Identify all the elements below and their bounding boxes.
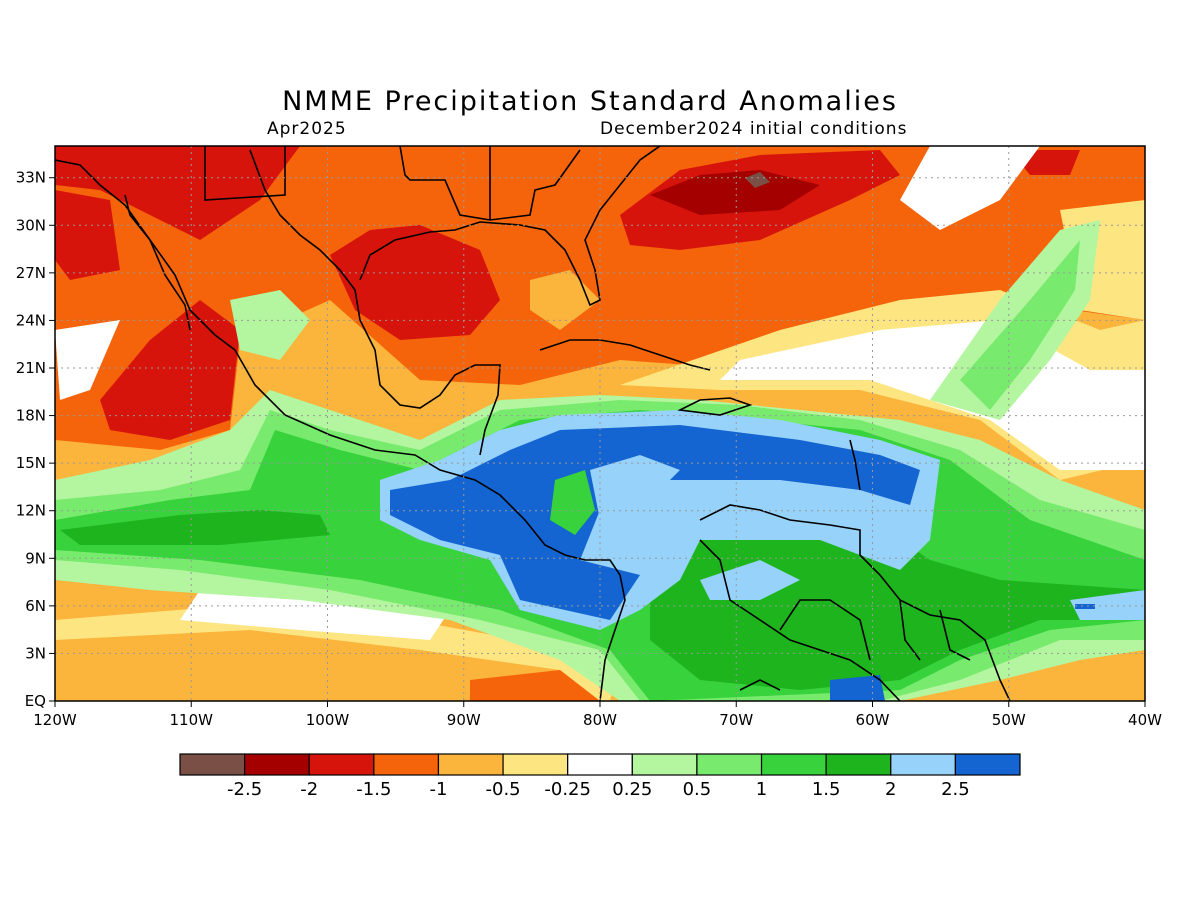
colorbar-swatch [567, 753, 633, 776]
colorbar-swatch [502, 753, 569, 776]
colorbar-label: 1 [756, 779, 767, 800]
colorbar-swatch [437, 753, 504, 776]
colorbar-label: -1 [429, 779, 447, 800]
lat-tick-label: 3N [25, 644, 46, 662]
lat-tick-label: 33N [16, 169, 46, 187]
graticule [55, 146, 1145, 701]
lat-tick-label: 9N [25, 549, 46, 567]
colorbar-label: -2.5 [227, 779, 262, 800]
lat-tick-label: EQ [25, 692, 46, 710]
coastlines [55, 146, 1011, 701]
lon-tick-label: 60W [856, 711, 890, 729]
lat-tick-label: 30N [16, 216, 46, 234]
lat-tick-label: 24N [16, 311, 46, 329]
colorbar-swatch [179, 753, 246, 776]
initial-conditions: December2024 initial conditions [600, 119, 908, 139]
lon-tick-label: 120W [33, 711, 77, 729]
colorbar-label: 2.5 [941, 779, 970, 800]
colorbar-label: 0.5 [683, 779, 712, 800]
colorbar-swatch [696, 753, 763, 776]
forecast-month: Apr2025 [267, 119, 347, 139]
colorbar: -2.5 -2 -1.5 -1 -0.5 -0.25 0.25 0.5 1 1.5 2 2.5 [179, 753, 1021, 800]
lat-tick-label: 21N [16, 359, 46, 377]
axes: 120W 110W 100W 90W 80W 70W 60W 50W 40W EQ 3N 6N 9N 12… [16, 169, 1162, 729]
lat-tick-label: 18N [16, 407, 46, 425]
colorbar-swatch [308, 753, 375, 776]
lon-tick-label: 70W [719, 711, 753, 729]
colorbar-label: -0.25 [544, 779, 591, 800]
colorbar-swatch [631, 753, 698, 776]
colorbar-label: 1.5 [812, 779, 841, 800]
map-title: NMME Precipitation Standard Anomalies [282, 86, 898, 117]
lat-tick-label: 12N [16, 502, 46, 520]
lon-tick-label: 80W [583, 711, 617, 729]
lon-tick-label: 50W [992, 711, 1026, 729]
colorbar-label: -2 [300, 779, 318, 800]
lat-tick-label: 27N [16, 264, 46, 282]
lon-tick-label: 90W [447, 711, 481, 729]
colorbar-swatch [954, 753, 1021, 776]
colorbar-swatch [244, 753, 310, 776]
colorbar-swatch [373, 753, 440, 776]
colorbar-label: -1.5 [356, 779, 391, 800]
colorbar-label: 0.25 [612, 779, 652, 800]
colorbar-swatch [825, 753, 892, 776]
lat-tick-label: 6N [25, 597, 46, 615]
lat-tick-label: 15N [16, 454, 46, 472]
colorbar-swatch [760, 753, 827, 776]
lon-tick-label: 40W [1128, 711, 1162, 729]
lon-tick-label: 110W [170, 711, 214, 729]
colorbar-label: -0.5 [486, 779, 521, 800]
colorbar-label: 2 [885, 779, 896, 800]
colorbar-swatch [890, 753, 956, 776]
lon-tick-label: 100W [306, 711, 350, 729]
